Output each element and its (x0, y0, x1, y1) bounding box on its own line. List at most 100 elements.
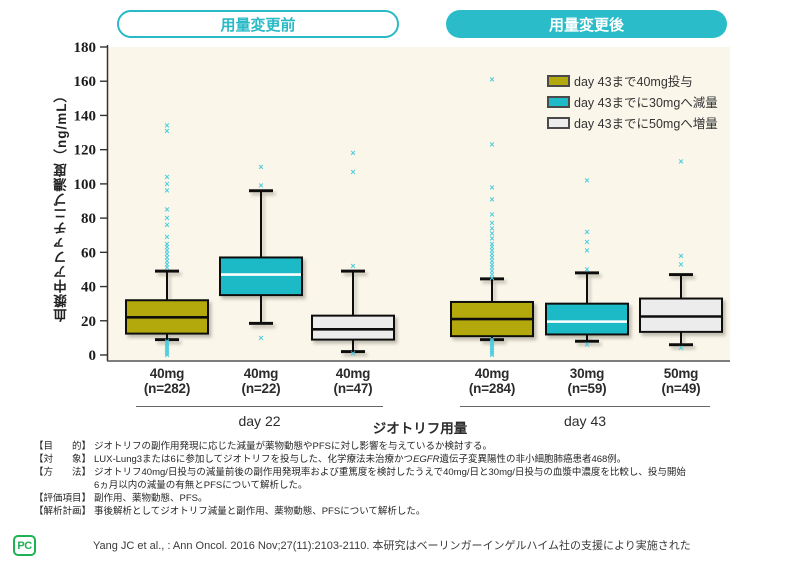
study-note-label: 【解析計画】 (34, 506, 92, 517)
study-note-text: 副作用、薬物動態、PFS。 (94, 493, 208, 504)
n-label: (n=49) (661, 381, 701, 396)
legend-swatch (547, 116, 570, 129)
outlier-mark: × (164, 220, 169, 230)
outlier-mark: × (489, 218, 494, 228)
outlier-mark: × (489, 259, 494, 269)
phase-after-label: 用量変更後 (548, 16, 624, 34)
y-tick-label: 120 (74, 143, 97, 159)
outlier-mark: × (164, 252, 169, 262)
outlier-mark: × (584, 246, 589, 256)
box-plot (545, 271, 629, 343)
phase-before-label: 用量変更前 (220, 16, 296, 34)
box-plot (450, 277, 534, 342)
dose-label: 50mg (663, 366, 699, 381)
outlier-mark: × (489, 229, 494, 239)
dose-label: 40mg (335, 366, 371, 381)
outlier-mark: × (164, 336, 169, 346)
outlier-mark: × (489, 273, 494, 283)
outlier-mark: × (584, 264, 589, 274)
n-label: (n=22) (241, 381, 281, 396)
outlier-mark: × (489, 341, 494, 351)
study-note-label: 【方 法】 (34, 467, 92, 478)
outlier-mark: × (164, 259, 169, 269)
study-note-row: 【目 的】 ジオトリフの副作用発現に応じた減量が薬物動態やPFSに対し影響を与えて… (34, 440, 794, 453)
outlier-mark: × (489, 194, 494, 204)
legend-label: day 43まで40mg投与 (574, 75, 693, 89)
y-tick-label: 60 (81, 245, 96, 261)
n-label: (n=59) (567, 381, 607, 396)
group-underline (136, 406, 383, 407)
box-plot (125, 269, 209, 342)
outlier-mark: × (350, 348, 355, 358)
iqr-box (311, 314, 395, 341)
study-note-row: 【解析計画】 事後解析としてジオトリフ減量と副作用、薬物動態、PFSについて解析し… (34, 505, 794, 518)
outlier-mark: × (164, 348, 169, 358)
outlier-mark: × (489, 252, 494, 262)
outlier-mark: × (489, 266, 494, 276)
legend: day 43まで40mg投与 day 43までに30mgへ減量 day 43までに5… (547, 70, 718, 133)
outlier-mark: × (584, 227, 589, 237)
study-note-text: LUX-Lung3または6に参加してジオトリフを投与した、化学療法未治療かつEG… (94, 454, 627, 465)
study-note-label: 【評価項目】 (34, 493, 92, 504)
outlier-mark: × (489, 348, 494, 358)
outlier-mark: × (164, 179, 169, 189)
outlier-mark: × (489, 246, 494, 256)
outlier-mark: × (489, 335, 494, 345)
outlier-mark: × (489, 75, 494, 85)
outlier-mark: × (258, 181, 263, 191)
outlier-mark: × (489, 239, 494, 249)
y-tick-label: 180 (74, 40, 97, 56)
y-tick-label: 80 (81, 211, 96, 227)
outlier-mark: × (489, 270, 494, 280)
box-category-label: 40mg (n=47) (308, 366, 398, 396)
day-label: day 43 (563, 413, 607, 429)
outlier-mark: × (164, 239, 169, 249)
outlier-mark: × (350, 261, 355, 271)
outlier-mark: × (164, 121, 169, 131)
legend-swatch (547, 74, 570, 87)
outlier-mark: × (164, 343, 169, 353)
outlier-mark: × (164, 126, 169, 136)
outlier-mark: × (164, 232, 169, 242)
outlier-mark: × (164, 350, 169, 360)
outlier-mark: × (164, 186, 169, 196)
outlier-mark: × (164, 347, 169, 357)
outlier-mark: × (489, 256, 494, 266)
outlier-mark: × (489, 345, 494, 355)
outlier-mark: × (164, 246, 169, 256)
legend-label: day 43までに50mgへ増量 (574, 117, 718, 131)
outlier-mark: × (164, 263, 169, 273)
box-category-label: 40mg (n=22) (216, 366, 306, 396)
outlier-mark: × (489, 336, 494, 346)
outlier-mark: × (678, 343, 683, 353)
outlier-mark: × (164, 340, 169, 350)
outlier-mark: × (258, 333, 263, 343)
phase-before-pill: 用量変更前 (117, 10, 399, 38)
outlier-mark: × (489, 350, 494, 360)
box-category-label: 50mg (n=49) (636, 366, 726, 396)
outlier-mark: × (678, 259, 683, 269)
n-label: (n=47) (333, 381, 373, 396)
legend-label: day 43までに30mgへ減量 (574, 96, 718, 110)
outlier-mark: × (164, 256, 169, 266)
outlier-mark: × (678, 157, 683, 167)
outlier-mark: × (489, 343, 494, 353)
dose-label: 40mg (243, 366, 279, 381)
outlier-mark: × (164, 341, 169, 351)
outlier-mark: × (489, 223, 494, 233)
outlier-mark: × (489, 182, 494, 192)
y-tick-label: 140 (74, 108, 97, 124)
citation-text: Yang JC et al., : Ann Oncol. 2016 Nov;27… (93, 540, 691, 552)
box-plot (311, 269, 395, 354)
study-note-text: ジオトリフの副作用発現に応じた減量が薬物動態やPFSに対し影響を与えているか検討… (94, 441, 493, 452)
study-note-row: 【評価項目】 副作用、薬物動態、PFS。 (34, 492, 794, 505)
phase-after-pill: 用量変更後 (446, 10, 727, 38)
outlier-mark: × (678, 251, 683, 261)
outlier-mark: × (489, 249, 494, 259)
boxplot-canvas: 020406080100120140160180××××××××××××××××… (74, 40, 730, 364)
group-underline (460, 406, 710, 407)
study-note-row: 【方 法】 ジオトリフ40mg/日投与の減量前後の副作用発現率および重篤度を検討し… (34, 466, 794, 492)
outlier-mark: × (350, 167, 355, 177)
outlier-mark: × (489, 242, 494, 252)
